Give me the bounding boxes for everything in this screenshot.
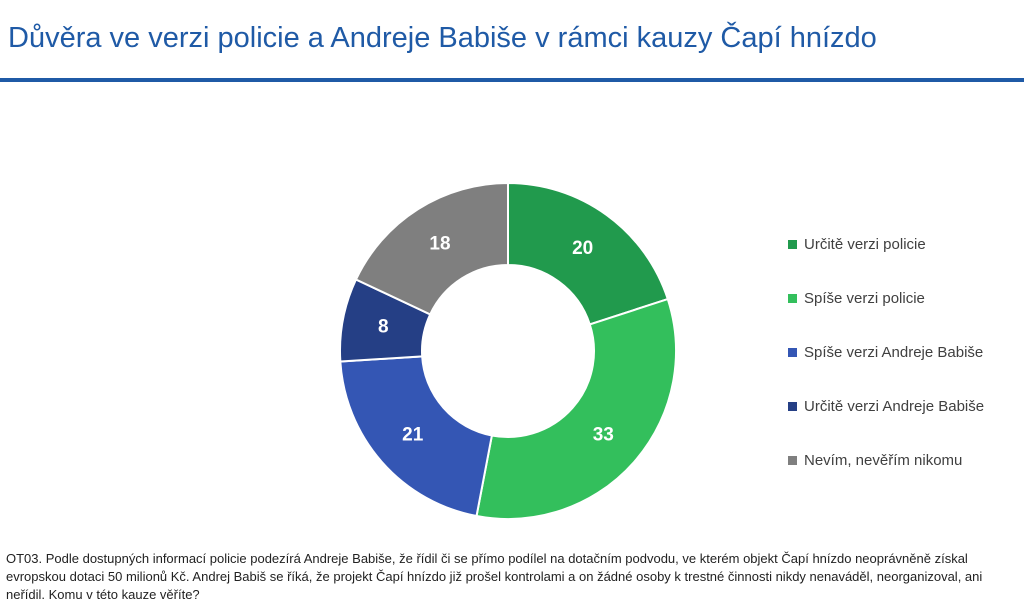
legend-label-1: Určitě verzi policie bbox=[804, 236, 926, 253]
donut-slice-1 bbox=[507, 181, 670, 326]
legend-item-2: Spíše verzi policie bbox=[788, 286, 984, 311]
slice-value-label-3: 21 bbox=[402, 424, 424, 445]
legend-label-4: Určitě verzi Andreje Babiše bbox=[804, 398, 985, 415]
donut-chart: 20 33 21 8 18 bbox=[0, 82, 1024, 542]
chart-legend: Určitě verzi policie Spíše verzi policie… bbox=[788, 232, 984, 502]
legend-label-5: Nevím, nevěřím nikomu bbox=[804, 452, 963, 469]
legend-item-1: Určitě verzi policie bbox=[788, 232, 984, 257]
legend-item-3: Spíše verzi Andreje Babiše bbox=[788, 340, 984, 365]
legend-item-5: Nevím, nevěřím nikomu bbox=[788, 448, 984, 473]
legend-label-2: Spíše verzi policie bbox=[804, 290, 925, 307]
legend-label-3: Spíše verzi Andreje Babiše bbox=[804, 344, 984, 361]
question-footnote: OT03. Podle dostupných informací policie… bbox=[6, 551, 983, 602]
legend-swatch-4 bbox=[788, 402, 797, 411]
legend-swatch-3 bbox=[788, 348, 797, 357]
donut-slice-2 bbox=[475, 297, 677, 520]
donut-slice-5 bbox=[354, 181, 509, 316]
slice-value-label-4: 8 bbox=[378, 317, 389, 338]
legend-item-4: Určitě verzi Andreje Babiše bbox=[788, 394, 984, 419]
slice-value-label-5: 18 bbox=[429, 233, 450, 254]
donut-slice-3 bbox=[339, 355, 494, 518]
slice-value-label-1: 20 bbox=[572, 238, 593, 259]
donut-chart-svg: 20 33 21 8 18 bbox=[339, 181, 677, 520]
slice-value-label-2: 33 bbox=[593, 424, 614, 445]
legend-swatch-2 bbox=[788, 294, 797, 303]
page-title: Důvěra ve verzi policie a Andreje Babiše… bbox=[8, 22, 877, 54]
legend-swatch-5 bbox=[788, 456, 797, 465]
legend-swatch-1 bbox=[788, 240, 797, 249]
title-underline bbox=[0, 78, 1024, 82]
